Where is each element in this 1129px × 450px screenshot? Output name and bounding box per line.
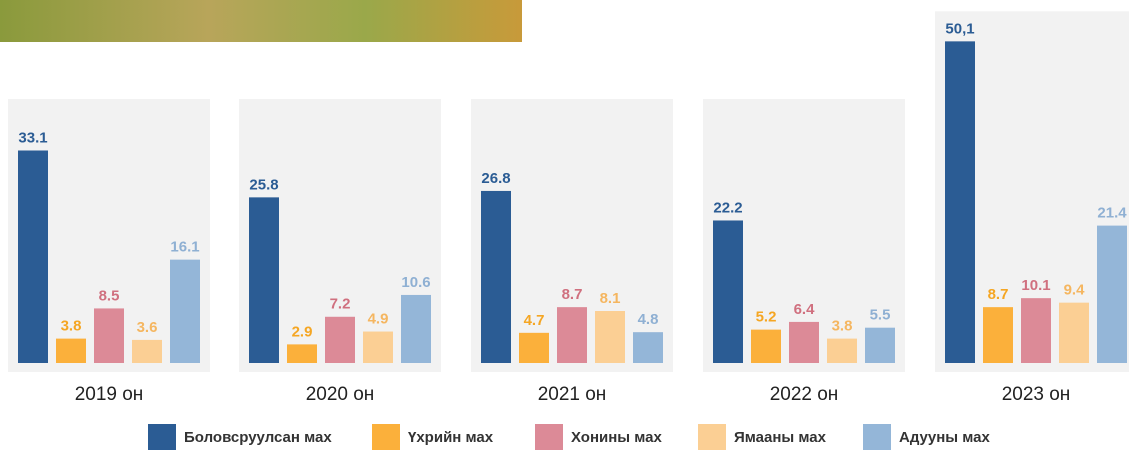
bar xyxy=(94,308,124,363)
bar xyxy=(751,329,781,363)
bar xyxy=(827,338,857,363)
bar xyxy=(789,321,819,363)
legend-swatch xyxy=(863,424,891,450)
data-label: 10.6 xyxy=(401,274,430,291)
data-label: 8.7 xyxy=(988,286,1009,303)
data-label: 9.4 xyxy=(1064,282,1086,299)
data-label: 4.8 xyxy=(638,311,659,328)
photo xyxy=(0,0,522,42)
bar xyxy=(287,344,317,363)
bar xyxy=(865,327,895,363)
bar xyxy=(595,310,625,363)
legend-label: Хонины мах xyxy=(571,429,663,446)
bar xyxy=(983,307,1013,363)
legend-label: Ямааны мах xyxy=(734,429,827,446)
bar xyxy=(713,220,743,363)
data-label: 25.8 xyxy=(249,176,278,193)
data-label: 26.8 xyxy=(481,170,510,187)
data-label: 3.8 xyxy=(61,318,82,335)
data-label: 5.2 xyxy=(756,309,777,326)
bar xyxy=(170,259,200,363)
bar xyxy=(633,332,663,363)
x-tick-label: 2020 он xyxy=(306,384,375,405)
data-label: 10.1 xyxy=(1021,277,1050,294)
legend-label: Боловсруулсан мах xyxy=(184,429,332,446)
bar xyxy=(1097,225,1127,363)
bar xyxy=(519,332,549,363)
data-label: 3.8 xyxy=(832,318,853,335)
bar xyxy=(481,190,511,363)
bar xyxy=(249,197,279,363)
data-label: 8.1 xyxy=(600,290,621,307)
bar xyxy=(945,41,975,363)
legend-swatch xyxy=(372,424,400,450)
data-label: 22.2 xyxy=(713,199,742,216)
legend-swatch xyxy=(148,424,176,450)
data-label: 3.6 xyxy=(137,319,158,336)
data-label: 7.2 xyxy=(330,296,351,313)
bar xyxy=(18,150,48,363)
x-tick-label: 2022 он xyxy=(770,384,839,405)
data-label: 8.7 xyxy=(562,286,583,303)
data-label: 8.5 xyxy=(99,287,120,304)
data-label: 16.1 xyxy=(170,239,199,256)
bar xyxy=(132,339,162,363)
bar xyxy=(363,331,393,363)
data-label: 21.4 xyxy=(1097,205,1127,222)
bar xyxy=(401,294,431,363)
x-tick-label: 2023 он xyxy=(1002,384,1071,405)
data-label: 50,1 xyxy=(945,20,974,37)
data-label: 4.7 xyxy=(524,312,545,329)
legend-label: Үхрийн мах xyxy=(408,429,494,446)
legend-label: Адууны мах xyxy=(899,429,991,446)
bar xyxy=(1021,298,1051,363)
legend-swatch xyxy=(535,424,563,450)
bar xyxy=(1059,302,1089,363)
data-label: 6.4 xyxy=(794,301,816,318)
data-label: 33.1 xyxy=(18,129,47,146)
legend-swatch xyxy=(698,424,726,450)
data-label: 2.9 xyxy=(292,323,313,340)
x-tick-label: 2019 он xyxy=(75,384,144,405)
bar xyxy=(557,307,587,363)
bar xyxy=(325,316,355,363)
data-label: 4.9 xyxy=(368,311,389,328)
bar xyxy=(56,338,86,363)
x-tick-label: 2021 он xyxy=(538,384,607,405)
data-label: 5.5 xyxy=(870,307,891,324)
